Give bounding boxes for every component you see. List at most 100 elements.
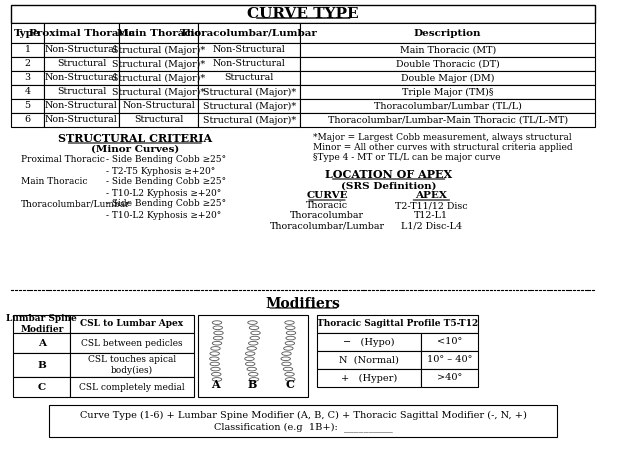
Ellipse shape — [213, 341, 222, 345]
Text: - T10-L2 Kyphosis ≥+20°: - T10-L2 Kyphosis ≥+20° — [106, 211, 222, 219]
Ellipse shape — [211, 347, 220, 350]
Ellipse shape — [282, 352, 291, 356]
Bar — [317, 351, 421, 369]
Text: B: B — [38, 361, 46, 369]
Bar — [44, 57, 119, 71]
Bar — [119, 57, 198, 71]
Text: - Side Bending Cobb ≥25°: - Side Bending Cobb ≥25° — [106, 177, 226, 187]
Text: Thoracic: Thoracic — [306, 201, 348, 211]
Bar — [13, 333, 70, 353]
Text: Structural (Major)*: Structural (Major)* — [202, 115, 296, 125]
Ellipse shape — [213, 321, 222, 325]
Text: Type: Type — [14, 29, 41, 38]
Text: Structural (Major)*: Structural (Major)* — [202, 88, 296, 97]
Bar — [44, 85, 119, 99]
Bar — [198, 113, 301, 127]
Text: Double Thoracic (DT): Double Thoracic (DT) — [396, 60, 499, 69]
Text: Curve Type (1-6) + Lumbar Spine Modifier (A, B, C) + Thoracic Sagittal Modifier : Curve Type (1-6) + Lumbar Spine Modifier… — [80, 410, 527, 419]
Bar — [198, 315, 308, 397]
Text: Double Major (DM): Double Major (DM) — [401, 74, 494, 82]
Text: Non-Structural: Non-Structural — [213, 60, 286, 69]
Ellipse shape — [246, 352, 255, 356]
Bar — [11, 23, 44, 43]
Text: Main Thoracic: Main Thoracic — [117, 29, 201, 38]
Text: Structural (Major)*: Structural (Major)* — [112, 59, 206, 69]
Ellipse shape — [213, 336, 223, 340]
Bar — [70, 333, 194, 353]
Text: −   (Hypo): − (Hypo) — [344, 338, 395, 347]
Text: Triple Major (TM)§: Triple Major (TM)§ — [402, 88, 494, 97]
Text: Main Thoracic (MT): Main Thoracic (MT) — [399, 45, 496, 55]
Text: CSL between pedicles: CSL between pedicles — [81, 338, 182, 348]
Text: Thoracolumbar/Lumbar-Main Thoracic (TL/L-MT): Thoracolumbar/Lumbar-Main Thoracic (TL/L… — [328, 115, 568, 125]
Ellipse shape — [209, 357, 219, 361]
Text: Structural: Structural — [57, 60, 106, 69]
Text: Thoracolumbar/Lumbar: Thoracolumbar/Lumbar — [269, 221, 384, 231]
Ellipse shape — [281, 357, 291, 361]
Bar — [119, 113, 198, 127]
Text: 10° – 40°: 10° – 40° — [427, 356, 472, 364]
Text: Structural (Major)*: Structural (Major)* — [112, 74, 206, 82]
Text: Thoracolumbar/Lumbar: Thoracolumbar/Lumbar — [181, 29, 318, 38]
Ellipse shape — [282, 362, 291, 366]
Text: 2: 2 — [24, 60, 31, 69]
Ellipse shape — [286, 378, 295, 381]
Text: (Minor Curves): (Minor Curves) — [91, 144, 179, 154]
Bar — [119, 85, 198, 99]
Text: 6: 6 — [24, 115, 31, 125]
Text: Minor = All other curves with structural criteria applied: Minor = All other curves with structural… — [312, 143, 572, 151]
Bar — [198, 99, 301, 113]
Bar — [301, 85, 595, 99]
Ellipse shape — [245, 357, 254, 361]
Ellipse shape — [214, 331, 223, 335]
Text: CSL touches apical
body(ies): CSL touches apical body(ies) — [88, 355, 176, 375]
Bar — [13, 377, 70, 397]
Ellipse shape — [210, 362, 219, 366]
Text: C: C — [285, 380, 294, 390]
Text: Main Thoracic: Main Thoracic — [21, 177, 88, 187]
Text: CURVE TYPE: CURVE TYPE — [248, 7, 359, 21]
Bar — [44, 99, 119, 113]
Bar — [198, 43, 301, 57]
Bar — [198, 23, 301, 43]
Bar — [119, 23, 198, 43]
Bar — [49, 405, 557, 437]
Bar — [11, 71, 44, 85]
Text: <10°: <10° — [438, 338, 462, 346]
Text: >40°: >40° — [438, 374, 462, 382]
Text: STRUCTURAL CRITERIA: STRUCTURAL CRITERIA — [58, 133, 212, 144]
Ellipse shape — [249, 378, 259, 381]
Ellipse shape — [210, 352, 219, 356]
Text: C: C — [38, 382, 46, 392]
Text: T2-T11/12 Disc: T2-T11/12 Disc — [395, 201, 468, 211]
Ellipse shape — [247, 347, 256, 350]
Bar — [119, 71, 198, 85]
Text: Structural (Major)*: Structural (Major)* — [112, 88, 206, 97]
Bar — [119, 43, 198, 57]
Text: LOCATION OF APEX: LOCATION OF APEX — [325, 169, 452, 181]
Bar — [301, 23, 595, 43]
Text: Structural (Major)*: Structural (Major)* — [112, 45, 206, 55]
Ellipse shape — [213, 326, 222, 330]
Text: L1/2 Disc-L4: L1/2 Disc-L4 — [401, 221, 462, 231]
Ellipse shape — [249, 326, 259, 330]
Text: A: A — [38, 338, 46, 348]
Bar — [70, 315, 194, 333]
Bar — [301, 99, 595, 113]
Text: - T10-L2 Kyphosis ≥+20°: - T10-L2 Kyphosis ≥+20° — [106, 188, 222, 198]
Bar — [11, 99, 44, 113]
Bar — [421, 333, 478, 351]
Text: T12-L1: T12-L1 — [414, 212, 448, 220]
Bar — [317, 315, 478, 333]
Text: Thoracolumbar/Lumbar (TL/L): Thoracolumbar/Lumbar (TL/L) — [374, 101, 522, 111]
Text: *Major = Largest Cobb measurement, always structural: *Major = Largest Cobb measurement, alway… — [312, 132, 571, 142]
Text: - Side Bending Cobb ≥25°: - Side Bending Cobb ≥25° — [106, 156, 226, 164]
Text: Description: Description — [414, 29, 481, 38]
Text: Structural: Structural — [57, 88, 106, 96]
Ellipse shape — [211, 367, 220, 371]
Text: +   (Hyper): + (Hyper) — [341, 374, 398, 382]
Ellipse shape — [285, 341, 294, 345]
Ellipse shape — [286, 336, 296, 340]
Text: Non-Structural: Non-Structural — [213, 45, 286, 55]
Bar — [44, 23, 119, 43]
